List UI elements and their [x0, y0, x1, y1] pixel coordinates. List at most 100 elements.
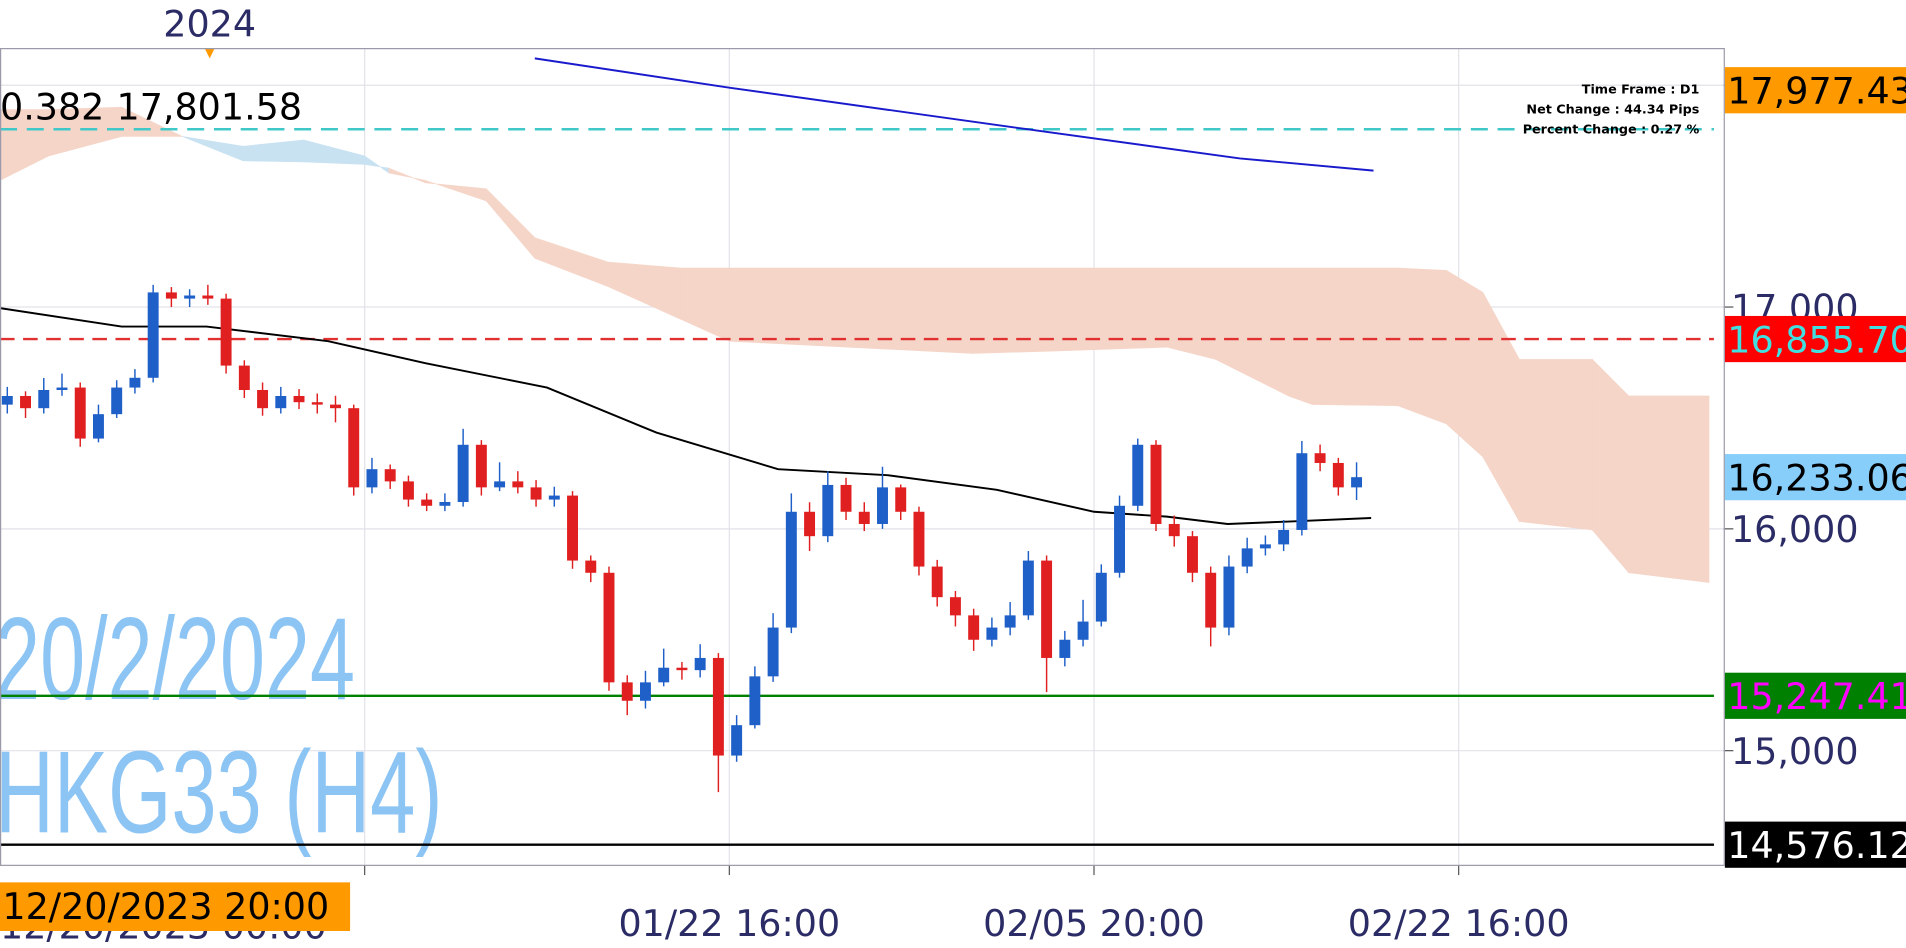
- plot-frame: [0, 48, 1725, 866]
- level-label-bg: [1724, 67, 1906, 114]
- candle-body: [1314, 453, 1326, 463]
- cloud-segment: [972, 267, 1058, 354]
- candle-body: [694, 657, 706, 671]
- level-label-bg: [1724, 315, 1906, 363]
- level-label: 14,576.12: [1727, 824, 1906, 867]
- candle-body: [1186, 536, 1198, 573]
- candle-body: [457, 444, 469, 503]
- candle-body: [92, 414, 104, 439]
- fib-ratio: 0.382: [0, 86, 104, 129]
- candle-body: [512, 481, 524, 488]
- candle-body: [968, 615, 980, 640]
- cursor-label-bg: [0, 882, 351, 931]
- candle-body: [74, 387, 86, 439]
- candle-body: [257, 389, 269, 409]
- candle-body: [785, 511, 797, 628]
- y-tick-label: 15,000: [1731, 730, 1859, 773]
- candle-body: [895, 487, 907, 512]
- candle-body: [913, 511, 925, 567]
- candle-body: [56, 387, 68, 390]
- candle-body: [1132, 444, 1144, 506]
- candle-body: [421, 499, 433, 506]
- cloud-segment: [1446, 269, 1484, 458]
- cloud-segment: [1397, 267, 1447, 425]
- year-label: 2024: [163, 2, 256, 45]
- candle-body: [822, 484, 834, 537]
- info-line: Percent Change : 0.27 %: [1523, 123, 1700, 138]
- candle-body: [1168, 523, 1180, 537]
- candle-body: [585, 560, 597, 573]
- candle-body: [1059, 639, 1071, 658]
- level-label: 17,977.43: [1727, 70, 1906, 113]
- year-marker: [204, 48, 215, 59]
- candle-body: [1077, 621, 1089, 640]
- level-label: 16,233.06: [1727, 457, 1906, 500]
- info-line: Time Frame : D1: [1582, 83, 1700, 98]
- candle-body: [877, 487, 888, 524]
- candle-body: [238, 365, 250, 390]
- level-label-bg: [1724, 454, 1906, 501]
- watermark: 20/2/2024: [0, 593, 355, 724]
- candle-body: [1296, 453, 1308, 530]
- candle-body: [402, 481, 414, 500]
- cloud-segment: [1288, 267, 1314, 406]
- candle-body: [931, 566, 943, 598]
- candle-body: [749, 676, 761, 726]
- fib-label: 0.382 17,801.58: [0, 86, 302, 129]
- candle-body: [986, 627, 998, 640]
- candle-body: [1241, 548, 1253, 567]
- level-label: 16,855.70: [1727, 318, 1906, 361]
- candle-body: [38, 389, 50, 409]
- cloud-segment: [1166, 267, 1216, 360]
- level-label-bg: [1724, 672, 1906, 719]
- candle-body: [1278, 529, 1290, 545]
- info-line: Net Change : 44.34 Pips: [1526, 103, 1699, 118]
- candle-body: [202, 295, 214, 299]
- candle-body: [621, 682, 633, 701]
- candle-body: [804, 511, 816, 537]
- candle-body: [1259, 544, 1271, 549]
- candle-body: [129, 377, 141, 388]
- candle-body: [1022, 560, 1034, 616]
- candle-body: [1223, 566, 1235, 628]
- level-label: 15,247.41: [1727, 675, 1906, 718]
- cloud-segment: [1519, 359, 1593, 531]
- cloud-segment: [729, 267, 973, 354]
- candle-body: [1205, 572, 1217, 628]
- candle-body: [1, 395, 13, 405]
- candle-body: [184, 295, 196, 299]
- plot-layer: [0, 57, 1714, 846]
- cloud-segment: [1628, 395, 1710, 583]
- candle-body: [530, 487, 542, 500]
- y-tick-label: 16,000: [1731, 508, 1859, 551]
- candle-body: [111, 387, 123, 415]
- candle-body: [767, 627, 779, 677]
- candle-body: [275, 395, 287, 409]
- fib-value: 17,801.58: [117, 86, 303, 129]
- candle-body: [439, 502, 451, 506]
- candle-body: [603, 572, 615, 683]
- candle-body: [567, 495, 578, 561]
- candle-body: [712, 657, 724, 756]
- candle-body: [293, 395, 305, 403]
- candle-body: [384, 469, 396, 482]
- cursor-label: 12/20/2023 20:00: [2, 885, 329, 928]
- x-tick-label: 02/22 16:00: [1348, 902, 1570, 945]
- moving-average: [0, 307, 1372, 525]
- candle-body: [676, 667, 688, 671]
- candle-body: [1114, 505, 1126, 573]
- candle-body: [20, 395, 31, 409]
- candle-body: [220, 298, 232, 366]
- candle-body: [840, 484, 852, 512]
- candle-body: [330, 404, 341, 409]
- candle-body: [1004, 615, 1016, 628]
- candle-body: [658, 667, 670, 683]
- candle-body: [1041, 560, 1053, 658]
- candle-body: [858, 511, 870, 524]
- level-label-bg: [1724, 821, 1906, 868]
- candle-body: [548, 495, 560, 500]
- candle-body: [639, 682, 651, 701]
- candle-body: [165, 292, 177, 299]
